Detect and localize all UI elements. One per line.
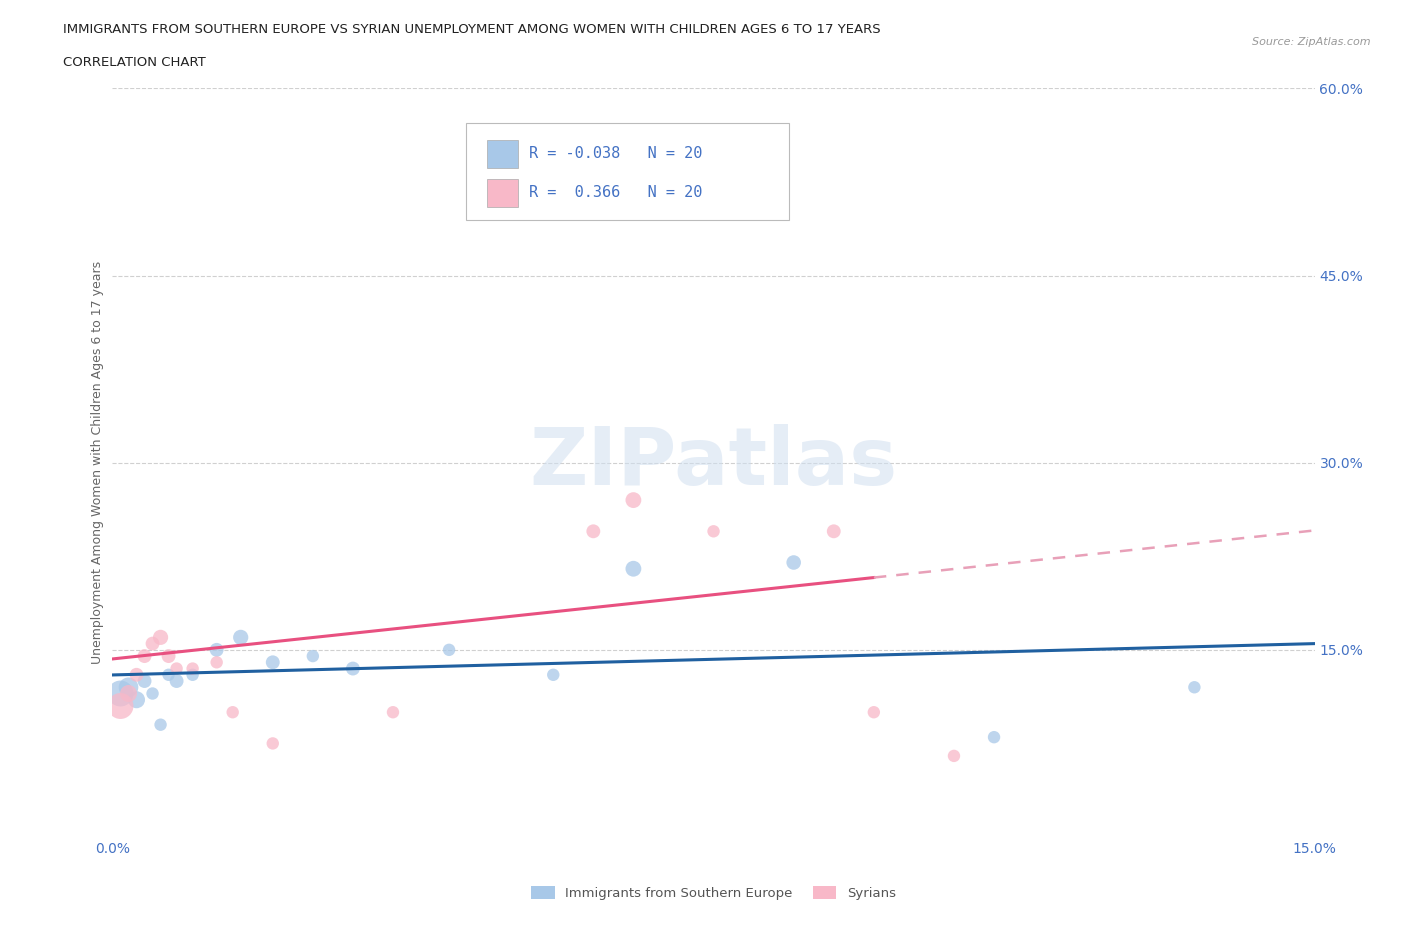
Point — [141, 686, 163, 701]
Point — [262, 736, 284, 751]
Point — [181, 668, 204, 683]
Point — [157, 668, 180, 683]
Text: ZIPatlas: ZIPatlas — [530, 424, 897, 501]
Point — [141, 636, 163, 651]
Point — [782, 555, 804, 570]
Point — [582, 524, 605, 538]
Point — [863, 705, 886, 720]
Point — [125, 668, 148, 683]
Point — [1184, 680, 1206, 695]
Point — [621, 562, 644, 577]
Y-axis label: Unemployment Among Women with Children Ages 6 to 17 years: Unemployment Among Women with Children A… — [91, 261, 104, 664]
Text: CORRELATION CHART: CORRELATION CHART — [63, 56, 207, 69]
Point — [702, 524, 725, 538]
Text: IMMIGRANTS FROM SOUTHERN EUROPE VS SYRIAN UNEMPLOYMENT AMONG WOMEN WITH CHILDREN: IMMIGRANTS FROM SOUTHERN EUROPE VS SYRIA… — [63, 23, 882, 36]
Point — [461, 206, 484, 220]
Point — [302, 648, 325, 663]
Point — [437, 643, 460, 658]
Point — [823, 524, 845, 538]
Point — [166, 661, 188, 676]
Point — [117, 686, 139, 701]
Point — [543, 668, 565, 683]
Text: R =  0.366   N = 20: R = 0.366 N = 20 — [530, 185, 703, 200]
Point — [117, 680, 139, 695]
Point — [621, 493, 644, 508]
Point — [134, 648, 156, 663]
Point — [110, 686, 132, 701]
Point — [262, 655, 284, 670]
Point — [222, 705, 245, 720]
Point — [942, 749, 965, 764]
Point — [983, 730, 1005, 745]
Point — [382, 705, 405, 720]
Point — [149, 630, 172, 644]
Point — [125, 692, 148, 707]
Point — [342, 661, 364, 676]
Point — [166, 673, 188, 688]
Point — [157, 648, 180, 663]
Point — [134, 673, 156, 688]
Point — [181, 661, 204, 676]
Point — [149, 717, 172, 732]
Point — [110, 698, 132, 713]
Point — [229, 630, 252, 644]
Text: R = -0.038   N = 20: R = -0.038 N = 20 — [530, 146, 703, 162]
Point — [205, 643, 228, 658]
Text: Source: ZipAtlas.com: Source: ZipAtlas.com — [1253, 37, 1371, 47]
Legend: Immigrants from Southern Europe, Syrians: Immigrants from Southern Europe, Syrians — [526, 881, 901, 905]
Point — [205, 655, 228, 670]
